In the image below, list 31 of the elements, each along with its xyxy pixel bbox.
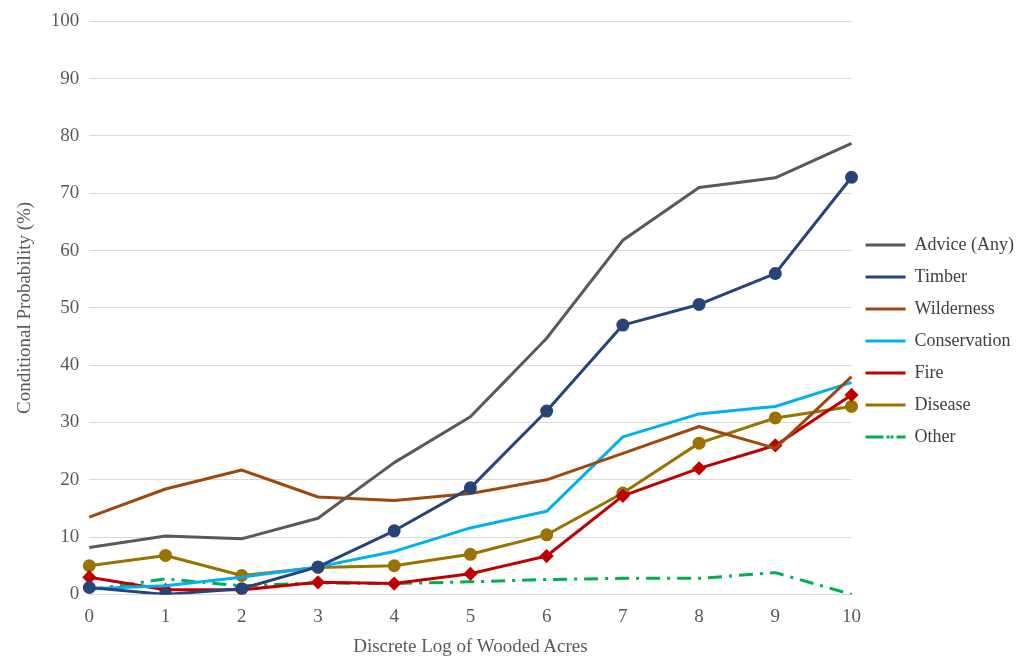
x-tick-label: 2	[237, 604, 247, 626]
legend-label: Advice (Any)	[914, 233, 1015, 255]
y-tick-label: 40	[60, 353, 80, 375]
legend-label: Conservation	[914, 329, 1011, 350]
y-tick-label: 0	[69, 582, 80, 604]
legend-label: Disease	[914, 393, 971, 414]
x-tick-label: 6	[541, 604, 552, 626]
y-tick-label: 80	[60, 123, 80, 145]
x-axis-title: Discrete Log of Wooded Acres	[353, 634, 588, 656]
x-tick-label: 4	[389, 604, 400, 626]
y-axis-title: Conditional Probability (%)	[13, 201, 36, 414]
x-tick-label: 7	[618, 604, 628, 626]
y-tick-label: 100	[50, 9, 80, 31]
x-tick-label: 0	[84, 604, 95, 626]
x-tick-label: 10	[842, 604, 862, 626]
y-tick-label: 90	[60, 66, 80, 88]
y-tick-label: 70	[60, 181, 80, 203]
x-tick-label: 3	[313, 604, 323, 626]
legend-label: Timber	[914, 265, 967, 286]
y-tick-label: 60	[60, 238, 80, 260]
y-tick-label: 10	[60, 525, 80, 547]
y-tick-label: 30	[60, 410, 80, 432]
legend-label: Wilderness	[914, 297, 995, 318]
x-tick-label: 8	[694, 604, 704, 626]
legend-label: Fire	[914, 361, 944, 382]
x-tick-label: 1	[160, 604, 171, 626]
x-tick-label: 9	[770, 604, 781, 626]
y-tick-label: 20	[60, 467, 80, 489]
x-tick-label: 5	[465, 604, 476, 626]
legend-label: Other	[914, 425, 956, 446]
y-tick-label: 50	[60, 295, 80, 317]
